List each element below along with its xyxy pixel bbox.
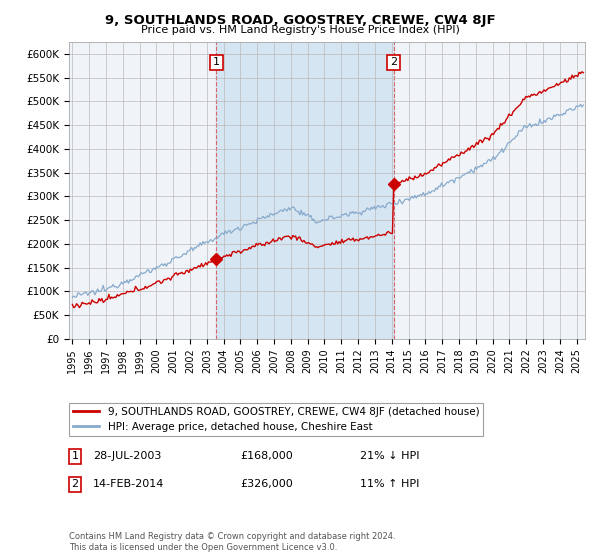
Text: Price paid vs. HM Land Registry's House Price Index (HPI): Price paid vs. HM Land Registry's House …: [140, 25, 460, 35]
Text: 28-JUL-2003: 28-JUL-2003: [93, 451, 161, 461]
Text: 21% ↓ HPI: 21% ↓ HPI: [360, 451, 419, 461]
Text: £168,000: £168,000: [240, 451, 293, 461]
Legend: 9, SOUTHLANDS ROAD, GOOSTREY, CREWE, CW4 8JF (detached house), HPI: Average pric: 9, SOUTHLANDS ROAD, GOOSTREY, CREWE, CW4…: [69, 403, 484, 436]
Text: 2: 2: [71, 479, 79, 489]
Text: £326,000: £326,000: [240, 479, 293, 489]
Text: 1: 1: [71, 451, 79, 461]
Text: 9, SOUTHLANDS ROAD, GOOSTREY, CREWE, CW4 8JF: 9, SOUTHLANDS ROAD, GOOSTREY, CREWE, CW4…: [104, 14, 496, 27]
Bar: [217, 42, 394, 339]
Text: 1: 1: [213, 58, 220, 67]
Text: 2: 2: [390, 58, 397, 67]
Text: Contains HM Land Registry data © Crown copyright and database right 2024.
This d: Contains HM Land Registry data © Crown c…: [69, 532, 395, 552]
Text: 11% ↑ HPI: 11% ↑ HPI: [360, 479, 419, 489]
Text: 14-FEB-2014: 14-FEB-2014: [93, 479, 164, 489]
